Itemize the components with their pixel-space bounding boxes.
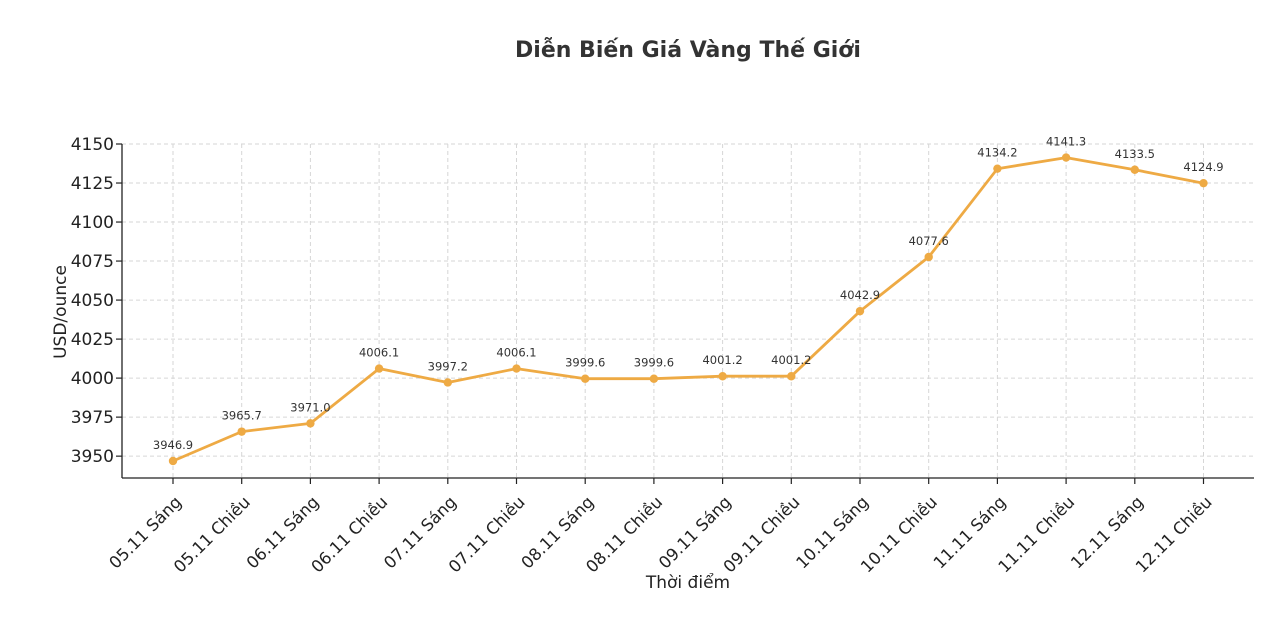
data-point [924, 252, 933, 262]
data-label: 4006.1 [496, 346, 536, 360]
data-label: 3971.0 [290, 400, 330, 414]
chart-title: Diễn Biến Giá Vàng Thế Giới [515, 38, 861, 63]
data-point [168, 456, 178, 466]
data-point [512, 364, 521, 373]
data-point [581, 374, 590, 383]
data-point [237, 427, 246, 436]
y-tick-label: 4075 [71, 252, 114, 272]
data-point [718, 372, 727, 381]
data-point [993, 164, 1002, 173]
data-label: 4001.2 [702, 353, 742, 367]
series-gold-price [168, 153, 1208, 466]
y-tick-label: 4050 [71, 291, 114, 311]
y-axis-label: USD/ounce [51, 265, 71, 359]
y-tick-label: 4000 [71, 369, 114, 389]
data-point [306, 419, 315, 428]
data-label: 3946.9 [153, 438, 193, 452]
data-point [855, 306, 865, 316]
data-point [649, 374, 659, 383]
y-tick-label: 4125 [71, 174, 114, 194]
y-tick-label: 4100 [71, 213, 114, 233]
y-tick-label: 4150 [71, 135, 114, 155]
series-line [171, 156, 1205, 463]
data-labels: 3946.9 3965.7 3971.0 4006.1 3997.2 4006.1 3999… [153, 135, 1224, 452]
data-point [1061, 153, 1071, 162]
y-tick-label: 4025 [71, 330, 114, 350]
y-tick-label: 3975 [71, 408, 114, 428]
data-label: 3965.7 [222, 409, 262, 423]
grid [122, 143, 1254, 478]
data-label: 4001.2 [771, 353, 811, 367]
data-point [374, 364, 384, 373]
data-label: 4042.9 [840, 288, 880, 302]
data-point [1199, 178, 1208, 188]
data-label: 4006.1 [359, 346, 399, 360]
data-point [1130, 165, 1140, 174]
axes [121, 144, 1254, 479]
data-label: 4141.3 [1046, 135, 1086, 149]
data-label: 3999.6 [634, 356, 674, 370]
y-axis-ticks: 3950 3975 4000 4025 4050 4075 4100 4125 4150 [71, 135, 122, 467]
data-label: 3997.2 [428, 359, 468, 373]
data-label: 3999.6 [565, 356, 605, 370]
data-label: 4133.5 [1115, 147, 1155, 161]
y-tick-label: 3950 [71, 447, 114, 467]
data-point [443, 378, 452, 387]
x-axis-label: Thời điểm [645, 572, 730, 593]
data-label: 4077.6 [909, 234, 949, 248]
data-label: 4124.9 [1183, 160, 1223, 174]
data-point [787, 372, 796, 381]
data-label: 4134.2 [977, 146, 1017, 160]
